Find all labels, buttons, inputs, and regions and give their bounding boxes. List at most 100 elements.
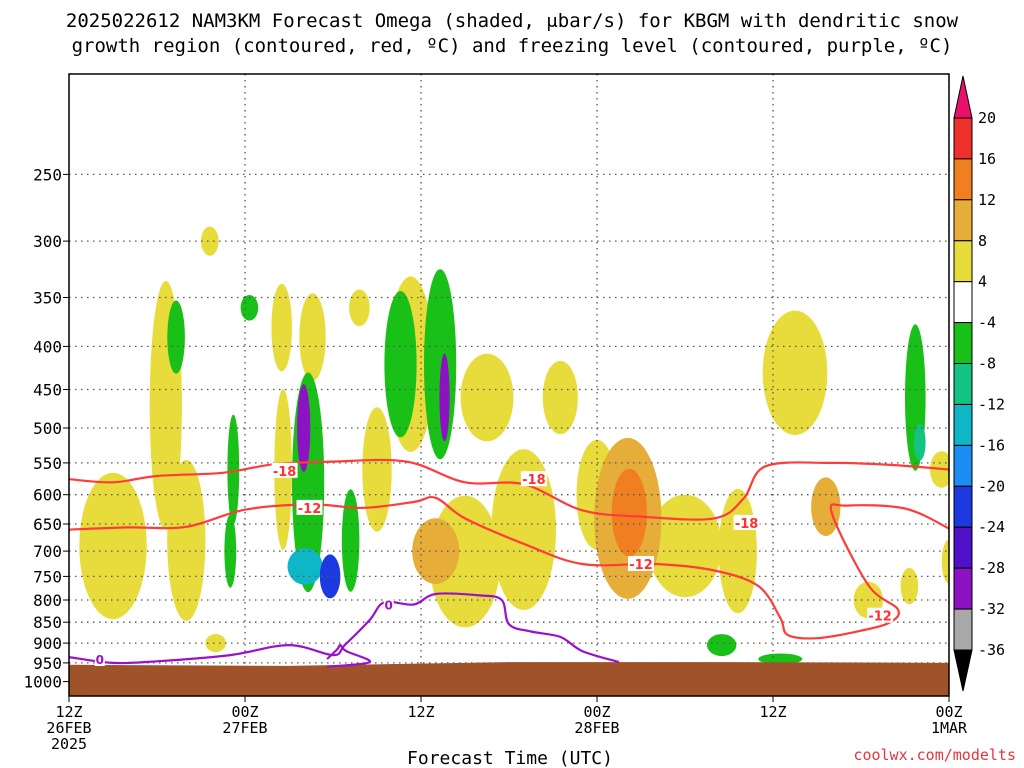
omega-region-23	[941, 539, 949, 584]
omega-region-43	[439, 353, 450, 442]
x-tick-label-36-1: 28FEB	[574, 719, 619, 737]
colorbar-tick-label: 20	[978, 109, 996, 127]
colorbar-tick-label: 8	[978, 232, 987, 250]
title-line-2: growth region (contoured, red, ºC) and f…	[72, 35, 953, 57]
y-tick-label-500: 500	[33, 419, 62, 438]
y-tick-label-1000: 1000	[23, 673, 62, 692]
y-tick-label-450: 450	[33, 381, 62, 400]
y-tick-label-850: 850	[33, 613, 62, 632]
plot-frame	[68, 73, 950, 697]
colorbar-bin-5	[953, 281, 973, 324]
colorbar-bin-4	[953, 240, 973, 283]
y-tick-label-400: 400	[33, 337, 62, 356]
freezing-level-line	[69, 592, 620, 665]
colorbar-top-arrow	[953, 75, 973, 119]
y-tick-label-350: 350	[33, 289, 62, 308]
omega-region-39	[913, 424, 926, 461]
y-tick-label-900: 900	[33, 634, 62, 653]
x-tick-label-0-1: 26FEB	[46, 719, 91, 737]
colorbar-bin-6	[953, 322, 973, 365]
contour-label-background	[383, 596, 394, 612]
credit-text: coolwx.com/modelts	[853, 746, 1016, 764]
x-tick-label-60-1: 1MAR	[931, 719, 968, 737]
omega-region-27	[227, 414, 240, 525]
colorbar-bin-11	[953, 526, 973, 569]
omega-region-19	[762, 310, 828, 435]
omega-region-40	[287, 548, 323, 585]
omega-region-22	[900, 567, 919, 605]
contour-label-background	[867, 607, 894, 623]
ground-fill	[69, 662, 949, 696]
omega-region-6	[271, 283, 293, 372]
colorbar-tick-label: -12	[978, 396, 1005, 414]
colorbar-tick-label: -16	[978, 436, 1005, 454]
omega-region-4	[201, 226, 219, 256]
contour-label-7: 0	[96, 653, 104, 667]
colorbar-bin-10	[953, 485, 973, 528]
colorbar-tick-label: -24	[978, 518, 1005, 536]
x-tick-label-48-0: 12Z	[759, 703, 786, 721]
colorbar-tick-label: -32	[978, 600, 1005, 618]
x-tick-label-36-0: 00Z	[583, 703, 610, 721]
omega-region-1	[79, 472, 147, 620]
colorbar-bin-12	[953, 567, 973, 610]
y-tick-label-250: 250	[33, 165, 62, 184]
colorbar: 20 16 12 8 4 -4 -8 -12 -16 -20 -24 -28 -32 -36	[953, 75, 1005, 692]
omega-region-9	[349, 289, 370, 327]
y-axis: 250 300 350 400 450 500 550 600 650 700 750 800 850 9…	[23, 165, 69, 692]
colorbar-bin-8	[953, 404, 973, 446]
ground-surface	[69, 662, 949, 696]
omega-region-5	[205, 634, 226, 653]
y-tick-label-600: 600	[33, 486, 62, 505]
colorbar-bin-3	[953, 199, 973, 242]
contour-label-background	[733, 514, 760, 530]
colorbar-tick-label: 16	[978, 150, 996, 168]
omega-region-38	[611, 468, 647, 557]
contour-label-2: -12	[298, 502, 322, 517]
contour-label-background	[628, 556, 654, 571]
contour-label-background	[296, 499, 323, 515]
omega-region-24	[707, 634, 737, 657]
omega-region-37	[811, 477, 841, 536]
omega-region-25	[758, 653, 803, 665]
colorbar-tick-label: -28	[978, 559, 1005, 577]
colorbar-bin-1	[953, 117, 973, 160]
colorbar-tick-label: -20	[978, 477, 1005, 495]
colorbar-tick-label: -4	[978, 314, 996, 332]
y-tick-label-800: 800	[33, 591, 62, 610]
omega-region-13	[460, 353, 514, 442]
omega-region-26	[167, 300, 185, 374]
figure-title: 2025022612 NAM3KM Forecast Omega (shaded…	[66, 10, 959, 57]
x-axis-title: Forecast Time (UTC)	[407, 748, 613, 768]
contour-label-6: -12	[868, 610, 892, 625]
colorbar-tick-label: -8	[978, 355, 996, 373]
y-tick-label-550: 550	[33, 454, 62, 473]
omega-region-30	[341, 489, 360, 592]
contours: -18 -12 -18 -18 -12 -12 0 0	[69, 458, 949, 668]
omega-region-29	[240, 295, 259, 321]
contour-label-background	[94, 651, 105, 666]
contour-label-background	[520, 471, 547, 487]
omega-region-41	[319, 554, 341, 599]
colorbar-tick-label: 4	[978, 273, 987, 291]
contour-label-5: -12	[629, 558, 653, 573]
x-tick-label-0-0: 12Z	[55, 703, 82, 721]
x-tick-label-0-2: 2025	[51, 735, 87, 753]
contour-label-4: -18	[735, 517, 759, 532]
omega-region-8	[299, 293, 326, 381]
colorbar-bin-9	[953, 444, 973, 487]
omega-region-28	[224, 514, 237, 588]
contour-label-3: -18	[522, 473, 546, 488]
y-tick-label-750: 750	[33, 567, 62, 586]
y-tick-label-950: 950	[33, 654, 62, 673]
x-tick-label-12-0: 00Z	[231, 703, 258, 721]
colorbar-bin-2	[953, 158, 973, 201]
colorbar-tick-label: -36	[978, 641, 1005, 659]
colorbar-tick-label: 12	[978, 191, 996, 209]
y-tick-label-300: 300	[33, 232, 62, 251]
contour-label-background	[271, 462, 298, 478]
omega-region-3	[167, 460, 206, 621]
colorbar-bin-7	[953, 363, 973, 405]
